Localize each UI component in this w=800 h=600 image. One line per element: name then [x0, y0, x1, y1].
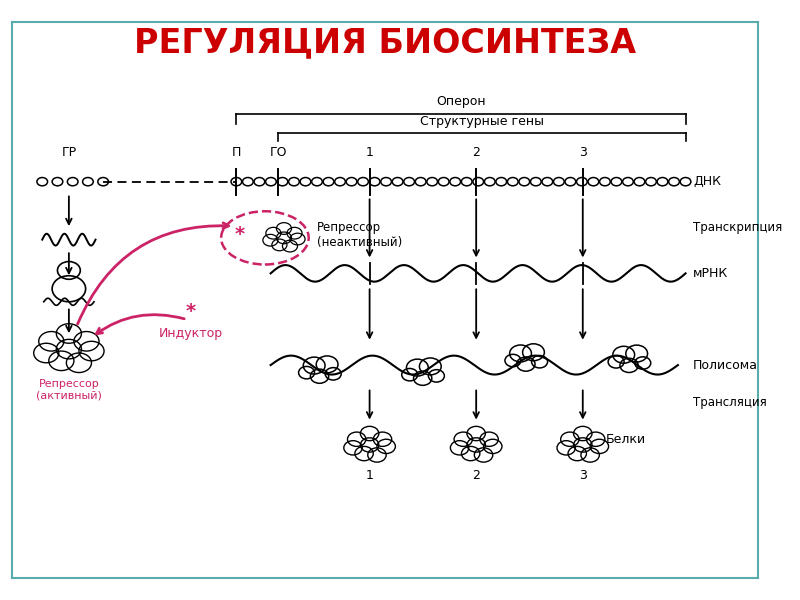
Text: 1: 1: [366, 146, 374, 159]
Text: РЕГУЛЯЦИЯ БИОСИНТЕЗА: РЕГУЛЯЦИЯ БИОСИНТЕЗА: [134, 26, 636, 59]
Text: 3: 3: [579, 469, 586, 482]
Text: мРНК: мРНК: [693, 267, 729, 280]
Text: 3: 3: [579, 146, 586, 159]
Text: *: *: [234, 226, 245, 244]
Text: Структурные гены: Структурные гены: [420, 115, 544, 128]
Text: Полисома: Полисома: [693, 359, 758, 371]
Text: *: *: [186, 302, 196, 322]
Text: Трансляция: Трансляция: [693, 395, 767, 409]
Text: Оперон: Оперон: [436, 95, 486, 108]
Text: Транскрипция: Транскрипция: [693, 221, 782, 234]
Text: ДНК: ДНК: [693, 175, 721, 188]
Text: Репрессор
(неактивный): Репрессор (неактивный): [317, 221, 402, 249]
Text: ГО: ГО: [270, 146, 287, 159]
Text: Белки: Белки: [606, 433, 646, 446]
Text: 2: 2: [472, 146, 480, 159]
Text: 2: 2: [472, 469, 480, 482]
Text: ГР: ГР: [62, 146, 77, 159]
Text: Репрессор
(активный): Репрессор (активный): [36, 379, 102, 400]
Text: П: П: [232, 146, 241, 159]
Text: Индуктор: Индуктор: [158, 327, 222, 340]
Text: 1: 1: [366, 469, 374, 482]
